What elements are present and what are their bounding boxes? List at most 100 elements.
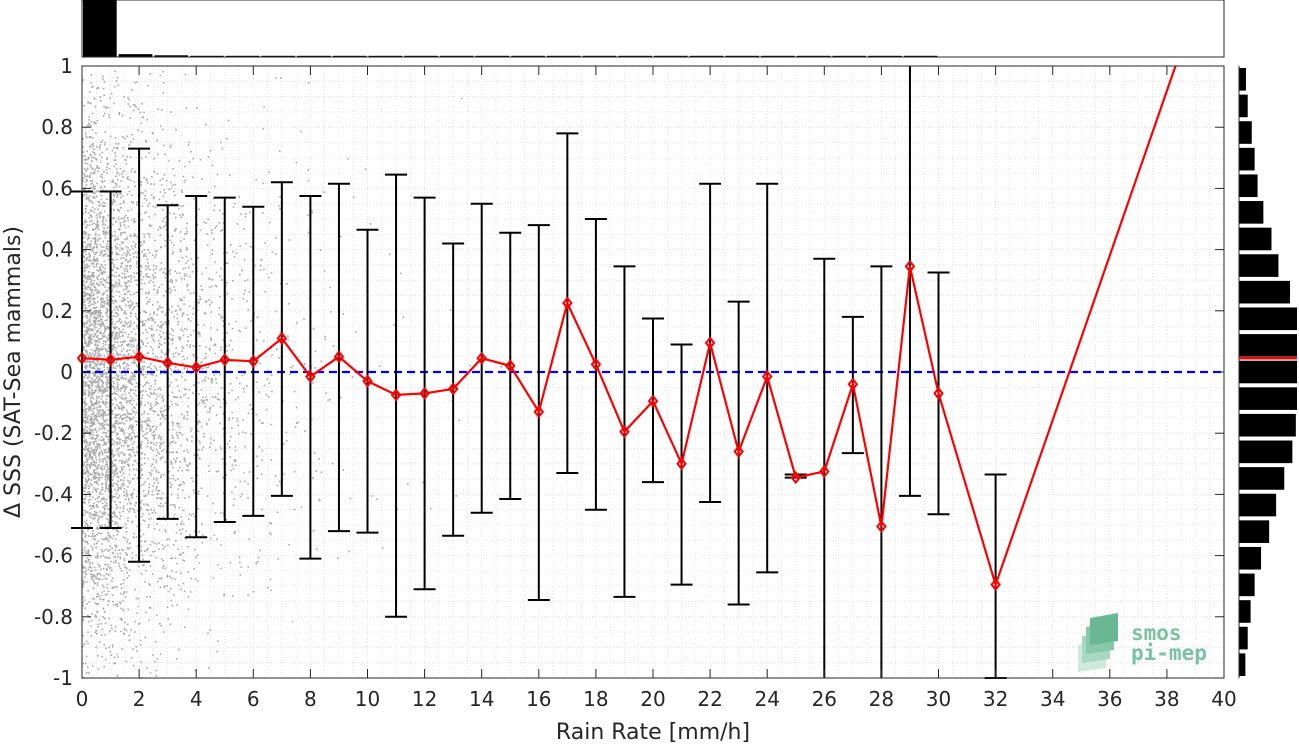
x-tick-label: 6 [247,687,260,711]
y-axis-ticks: -1 -0.8 -0.6 -0.4 -0.2 0 0.2 0.4 0.6 0.8 1 [34,54,1224,690]
logo-text-pimep: pi-mep [1131,641,1207,665]
x-tick-label: 38 [1154,687,1179,711]
top-histogram-bar [83,0,117,57]
top-histogram-bar [404,55,438,57]
right-histogram-bar [1239,201,1264,224]
top-histogram-bar [761,55,795,57]
top-histogram-bar [654,55,688,57]
right-histogram-bar [1239,360,1297,384]
right-histogram [1238,66,1297,678]
mean-point [819,464,830,479]
mean-point [390,388,402,402]
mean-series-line [81,65,1177,589]
right-histogram-bar [1239,520,1270,543]
x-axis-ticks: 0 2 4 6 8 10 12 14 16 18 20 22 24 26 28 30 32 34 36 38 40 [76,66,1237,711]
x-axis-label: Rain Rate [mm/h] [556,720,750,745]
top-histogram-bar [832,55,867,57]
x-tick-label: 40 [1211,687,1236,711]
mean-point [533,405,545,419]
right-histogram-bar [1239,280,1291,304]
top-histogram-bar [546,55,581,57]
y-tick-label: -0.2 [34,421,73,445]
top-histogram-bar [475,55,510,57]
right-histogram-bar [1239,467,1285,490]
smos-pi-mep-logo: smos pi-mep [1078,613,1207,672]
mean-point [105,353,116,367]
x-tick-label: 26 [812,687,837,711]
y-tick-label: -0.4 [34,482,73,506]
scatter-dots [82,70,503,679]
top-histogram-bar [903,55,938,57]
x-tick-label: 28 [869,687,894,711]
right-histogram-bar [1239,440,1293,464]
x-tick-label: 22 [697,687,722,711]
mean-point [419,386,430,401]
right-histogram-bar [1239,227,1272,251]
right-histogram-bar [1239,94,1248,118]
mean-point [305,369,316,384]
right-histogram-bar [1239,174,1258,198]
x-tick-label: 0 [76,687,89,711]
logo-stack-icon [1078,613,1118,672]
mean-point [162,356,173,370]
right-histogram-bar [1239,307,1297,331]
right-histogram-bar [1239,147,1255,171]
mean-point [504,359,516,373]
top-histogram-frame [81,0,1225,58]
right-histogram-bar [1239,254,1279,277]
mean-point [219,353,231,367]
mean-point [590,357,602,371]
right-histogram-bar [1239,387,1297,410]
y-tick-label: 1 [60,54,73,78]
y-tick-label: 0.4 [41,238,73,262]
top-histogram-bar [582,55,617,57]
right-histogram-bar [1239,68,1246,91]
right-histogram-bar [1239,626,1248,650]
top-histogram-bar [511,55,545,57]
top-histogram-bar [118,54,153,57]
top-histogram-bar [368,55,403,57]
right-histogram-bar [1239,334,1297,357]
mean-point [362,374,373,388]
x-tick-label: 8 [304,687,317,711]
mean-point [248,354,259,368]
y-tick-label: 0.6 [41,176,73,200]
x-tick-label: 12 [412,687,437,711]
mean-point [190,360,202,375]
mean-point [647,394,659,408]
mean-point [562,296,573,310]
right-histogram-bar [1239,653,1246,676]
top-histogram-bar [297,55,331,57]
mean-point [933,386,944,401]
y-tick-label: 0 [60,360,73,384]
x-tick-label: 16 [526,687,551,711]
top-histogram-bar [796,55,831,57]
right-histogram-bar [1239,493,1277,517]
top-histogram-bar [332,55,367,57]
x-tick-label: 4 [190,687,203,711]
mean-point [333,350,345,364]
top-histogram-bar [725,55,760,57]
x-tick-label: 30 [926,687,951,711]
x-tick-label: 24 [754,687,779,711]
mean-point [704,336,716,350]
x-tick-label: 36 [1097,687,1122,711]
y-tick-label: 0.2 [41,299,73,323]
mean-point [476,351,487,365]
mean-point [990,578,1001,592]
mean-point [847,377,859,391]
y-tick-label: -1 [53,666,73,690]
mean-point [447,382,459,396]
logo-text-smos: smos [1131,621,1182,645]
x-tick-label: 18 [583,687,608,711]
x-tick-label: 32 [983,687,1008,711]
mean-point [761,369,773,384]
mean-point [790,470,802,485]
top-histogram-bar [190,55,224,57]
x-tick-label: 2 [133,687,146,711]
top-histogram [81,0,1225,58]
mean-point [619,425,630,439]
top-histogram-bar [689,55,724,57]
